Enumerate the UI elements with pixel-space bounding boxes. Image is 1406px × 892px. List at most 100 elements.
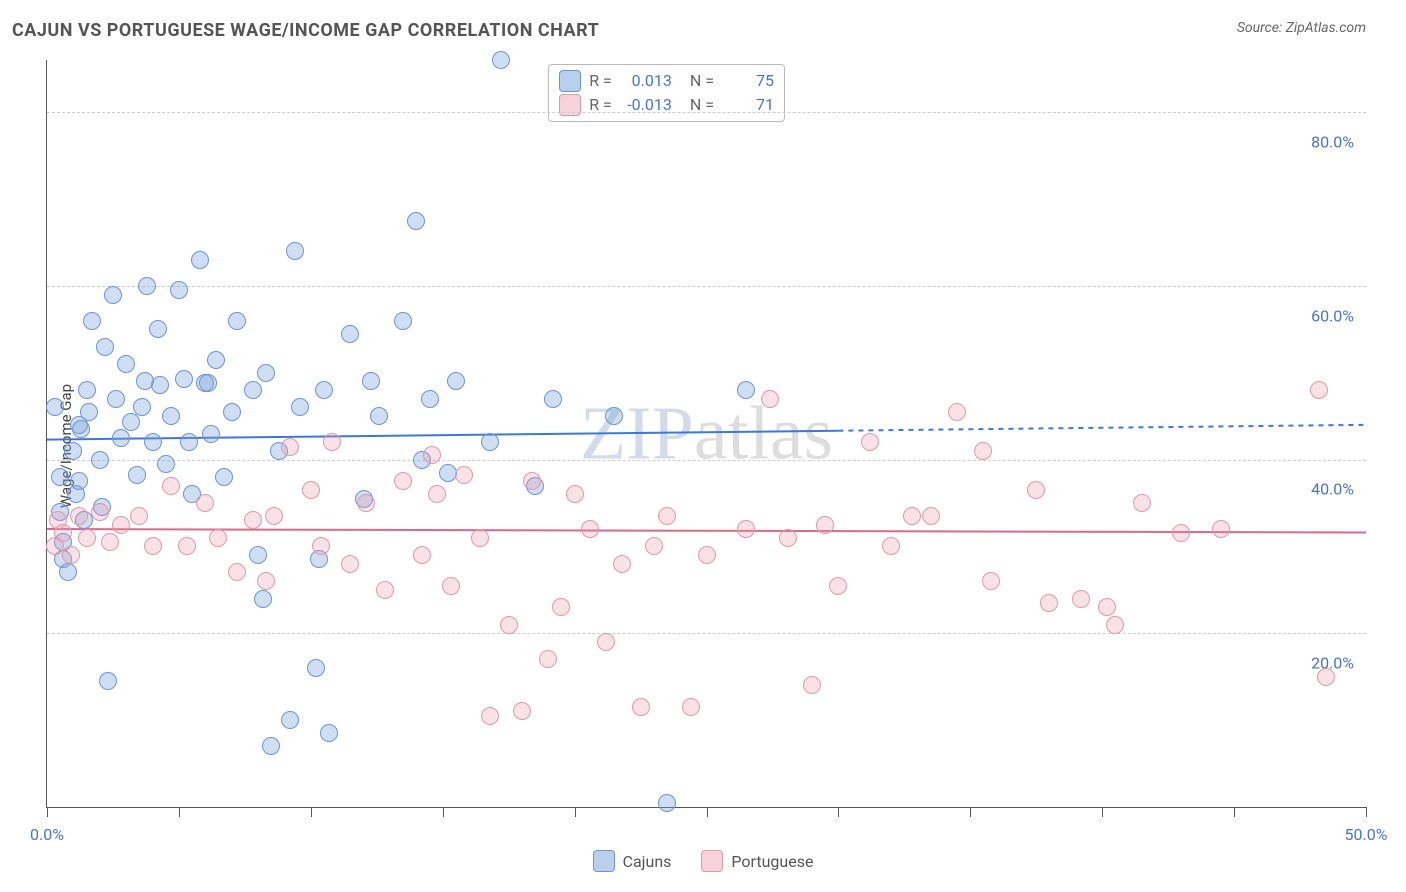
data-point bbox=[428, 485, 446, 503]
data-point bbox=[500, 616, 518, 634]
y-tick-label: 80.0% bbox=[1311, 132, 1354, 151]
data-point bbox=[178, 537, 196, 555]
data-point bbox=[523, 472, 541, 490]
data-point bbox=[1310, 381, 1328, 399]
data-point bbox=[157, 455, 175, 473]
data-point bbox=[144, 433, 162, 451]
data-point bbox=[244, 511, 262, 529]
data-point bbox=[1106, 616, 1124, 634]
r-value: -0.013 bbox=[620, 93, 672, 117]
x-tick bbox=[1234, 807, 1235, 817]
data-point bbox=[91, 451, 109, 469]
data-point bbox=[151, 376, 169, 394]
data-point bbox=[447, 372, 465, 390]
data-point bbox=[307, 659, 325, 677]
x-tick bbox=[1102, 807, 1103, 817]
data-point bbox=[72, 420, 90, 438]
data-point bbox=[903, 507, 921, 525]
data-point bbox=[597, 633, 615, 651]
trend-lines bbox=[47, 60, 1366, 807]
data-point bbox=[481, 433, 499, 451]
legend-row: R =0.013N =75 bbox=[559, 69, 774, 93]
data-point bbox=[658, 507, 676, 525]
data-point bbox=[539, 650, 557, 668]
data-point bbox=[341, 325, 359, 343]
data-point bbox=[46, 398, 64, 416]
data-point bbox=[51, 468, 69, 486]
data-point bbox=[982, 572, 1000, 590]
legend-swatch bbox=[559, 70, 581, 92]
plot-area: ZIPatlas R =0.013N =75R =-0.013N =71 20.… bbox=[46, 60, 1366, 808]
data-point bbox=[281, 438, 299, 456]
data-point bbox=[265, 507, 283, 525]
data-point bbox=[101, 533, 119, 551]
data-point bbox=[107, 390, 125, 408]
gridline bbox=[47, 112, 1366, 113]
legend-item: Cajuns bbox=[593, 850, 672, 872]
data-point bbox=[144, 537, 162, 555]
data-point bbox=[882, 537, 900, 555]
data-point bbox=[257, 572, 275, 590]
data-point bbox=[323, 433, 341, 451]
data-point bbox=[455, 466, 473, 484]
x-tick bbox=[707, 807, 708, 817]
data-point bbox=[552, 598, 570, 616]
data-point bbox=[96, 338, 114, 356]
watermark-zip: ZIP bbox=[580, 391, 694, 475]
legend-item: Portuguese bbox=[701, 850, 813, 872]
data-point bbox=[191, 251, 209, 269]
data-point bbox=[737, 520, 755, 538]
data-point bbox=[64, 442, 82, 460]
data-point bbox=[761, 390, 779, 408]
data-point bbox=[948, 403, 966, 421]
data-point bbox=[302, 481, 320, 499]
data-point bbox=[1172, 524, 1190, 542]
data-point bbox=[698, 546, 716, 564]
x-tick bbox=[575, 807, 576, 817]
data-point bbox=[83, 312, 101, 330]
data-point bbox=[370, 407, 388, 425]
data-point bbox=[376, 581, 394, 599]
data-point bbox=[816, 516, 834, 534]
data-point bbox=[1317, 668, 1335, 686]
data-point bbox=[228, 312, 246, 330]
data-point bbox=[62, 546, 80, 564]
data-point bbox=[78, 529, 96, 547]
watermark: ZIPatlas bbox=[580, 390, 833, 477]
n-value: 75 bbox=[722, 69, 774, 93]
data-point bbox=[394, 472, 412, 490]
data-point bbox=[974, 442, 992, 460]
data-point bbox=[645, 537, 663, 555]
legend-row: R =-0.013N =71 bbox=[559, 93, 774, 117]
data-point bbox=[1133, 494, 1151, 512]
x-tick bbox=[970, 807, 971, 817]
data-point bbox=[829, 577, 847, 595]
data-point bbox=[413, 546, 431, 564]
series-legend: Cajuns Portuguese bbox=[0, 850, 1406, 872]
data-point bbox=[315, 381, 333, 399]
data-point bbox=[513, 702, 531, 720]
data-point bbox=[566, 485, 584, 503]
r-value: 0.013 bbox=[620, 69, 672, 93]
data-point bbox=[209, 529, 227, 547]
data-point bbox=[341, 555, 359, 573]
data-point bbox=[286, 242, 304, 260]
x-tick bbox=[1366, 807, 1367, 817]
data-point bbox=[362, 372, 380, 390]
data-point bbox=[162, 407, 180, 425]
data-point bbox=[544, 390, 562, 408]
data-point bbox=[262, 737, 280, 755]
data-point bbox=[162, 477, 180, 495]
data-point bbox=[632, 698, 650, 716]
r-label: R = bbox=[589, 93, 612, 117]
data-point bbox=[112, 429, 130, 447]
data-point bbox=[581, 520, 599, 538]
r-label: R = bbox=[589, 69, 612, 93]
data-point bbox=[180, 433, 198, 451]
data-point bbox=[779, 529, 797, 547]
y-tick-label: 40.0% bbox=[1311, 480, 1354, 499]
data-point bbox=[70, 507, 88, 525]
data-point bbox=[70, 472, 88, 490]
data-point bbox=[59, 563, 77, 581]
data-point bbox=[249, 546, 267, 564]
